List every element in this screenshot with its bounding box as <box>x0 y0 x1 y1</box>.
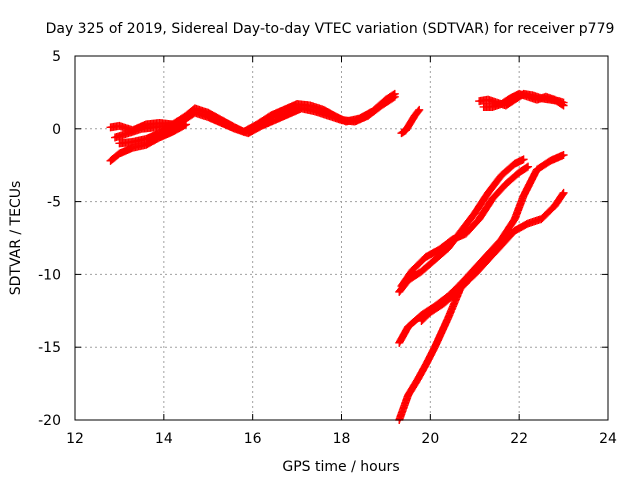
plus-marker <box>168 118 186 132</box>
plus-marker <box>426 300 447 317</box>
plus-marker <box>279 100 300 114</box>
plus-marker <box>430 245 451 264</box>
x-axis-label: GPS time / hours <box>282 459 399 475</box>
plus-marker <box>142 134 163 149</box>
y-tick-label: -5 <box>47 195 61 211</box>
plus-marker <box>404 312 425 331</box>
plus-marker <box>244 122 265 138</box>
y-axis-label: SDTVAR / TECUs <box>8 181 24 296</box>
plus-marker <box>519 166 541 200</box>
plus-marker <box>417 256 438 276</box>
plus-marker <box>550 188 568 210</box>
plus-marker <box>410 105 424 120</box>
plus-marker <box>417 309 434 325</box>
plus-marker <box>510 220 531 235</box>
plus-marker <box>515 162 533 177</box>
plus-marker <box>435 236 456 254</box>
x-tick-label: 12 <box>66 431 84 447</box>
plus-marker <box>510 193 528 224</box>
y-tick-label: -10 <box>38 267 61 283</box>
plus-marker <box>497 95 514 109</box>
series-track-5 <box>397 105 424 138</box>
y-tick-label: -15 <box>38 340 61 356</box>
y-tick-label: 5 <box>52 49 61 65</box>
plus-marker <box>106 150 123 165</box>
plus-marker <box>550 95 568 110</box>
series-track-7 <box>479 89 568 111</box>
plus-marker <box>470 190 492 218</box>
plus-marker <box>532 157 553 174</box>
x-tick-label: 16 <box>244 431 262 447</box>
plus-marker <box>497 216 518 244</box>
series-track-4 <box>115 118 186 148</box>
x-tick-label: 18 <box>333 431 351 447</box>
plus-marker <box>377 92 399 110</box>
plus-marker <box>421 344 439 369</box>
plus-marker <box>475 195 496 224</box>
chart-title: Day 325 of 2019, Sidereal Day-to-day VTE… <box>46 21 615 37</box>
plus-marker <box>270 110 291 125</box>
series-track-3 <box>106 120 191 165</box>
plus-marker <box>546 151 568 165</box>
plus-marker <box>401 120 414 135</box>
plus-marker <box>397 267 416 291</box>
plus-marker <box>501 169 523 189</box>
data-points <box>106 89 568 424</box>
plus-marker <box>484 242 505 264</box>
axis-ticks: 12 14 16 18 20 22 24 -20 -15 -10 -5 0 5 <box>38 49 617 447</box>
plus-marker <box>397 126 409 138</box>
plus-marker <box>266 106 287 120</box>
plus-marker <box>155 123 176 138</box>
plus-marker <box>497 227 518 250</box>
plus-marker <box>461 216 483 238</box>
plus-marker <box>448 230 469 244</box>
x-tick-label: 24 <box>599 431 617 447</box>
plus-marker <box>217 118 238 133</box>
plus-marker <box>364 102 385 120</box>
x-tick-label: 14 <box>155 431 173 447</box>
plus-marker <box>115 144 136 158</box>
plus-marker <box>430 315 452 352</box>
series-track-12 <box>417 273 475 325</box>
series-track-8 <box>395 188 568 424</box>
plot-frame <box>74 55 609 421</box>
series-track-11 <box>397 162 533 291</box>
plus-marker <box>537 203 558 224</box>
plus-marker <box>142 129 163 143</box>
plus-marker <box>350 112 371 126</box>
plus-marker <box>461 273 475 288</box>
plus-marker <box>484 172 505 197</box>
plus-marker <box>155 128 176 142</box>
plus-marker <box>421 246 442 261</box>
y-tick-label: 0 <box>52 122 61 138</box>
series-track-2 <box>110 92 399 142</box>
plus-marker <box>204 113 225 127</box>
plus-marker <box>413 362 430 385</box>
plus-marker <box>408 254 429 275</box>
plus-marker <box>470 251 492 273</box>
plus-marker <box>404 378 421 400</box>
plus-marker <box>457 210 478 235</box>
plus-marker <box>284 104 305 119</box>
plus-marker <box>406 112 419 127</box>
plus-marker <box>497 160 518 180</box>
plus-marker <box>510 155 528 168</box>
plus-marker <box>395 324 412 347</box>
x-tick-label: 22 <box>510 431 528 447</box>
plus-marker <box>257 116 278 130</box>
y-tick-label: -20 <box>38 413 61 429</box>
plus-marker <box>488 181 509 203</box>
plus-marker <box>484 236 505 259</box>
plus-marker <box>439 288 460 308</box>
plus-marker <box>470 256 492 279</box>
x-tick-label: 20 <box>421 431 439 447</box>
plus-marker <box>452 280 469 296</box>
grid-lines <box>75 56 608 420</box>
